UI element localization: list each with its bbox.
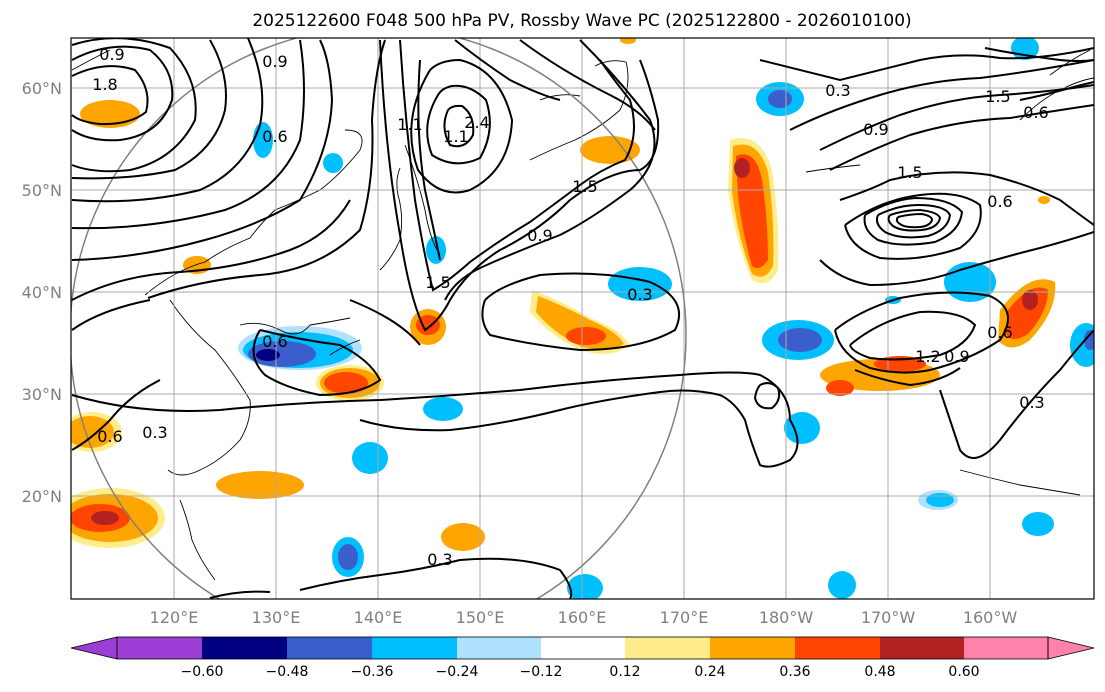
- contour-label: 0.9: [944, 347, 969, 366]
- colorbar-tick: −0.48: [266, 664, 309, 680]
- lon-label: 160°W: [963, 608, 1018, 627]
- range-circle: [71, 38, 687, 599]
- contour-label: 0.9: [262, 52, 287, 71]
- negative-anomaly-blob: [918, 490, 958, 510]
- contour-label: 0.9: [863, 120, 888, 139]
- contour-label: 1.5: [425, 273, 450, 292]
- contour-label: 1.2: [915, 347, 940, 366]
- negative-anomaly-blob: [1022, 512, 1054, 536]
- colorbar-tick: −0.60: [181, 664, 224, 680]
- negative-anomaly-blob: [828, 571, 856, 599]
- contour-label: 0.3: [142, 423, 167, 442]
- positive-anomaly-blob: [216, 471, 304, 499]
- lat-label: 30°N: [22, 385, 62, 404]
- colorbar-tick: 0.12: [609, 664, 640, 680]
- positive-anomaly-blob: [998, 279, 1056, 348]
- contour-label: 0.3: [627, 285, 652, 304]
- negative-anomaly-blob: [762, 320, 834, 360]
- negative-anomaly-blob: [352, 442, 388, 474]
- contour-label: 0.3: [1019, 393, 1044, 412]
- colorbar-max-extend: [1047, 636, 1095, 660]
- colorbar-swatch: [541, 637, 625, 659]
- negative-anomaly-blob: [784, 412, 820, 444]
- colorbar-tick: 0.24: [694, 664, 725, 680]
- lon-label: 120°E: [150, 608, 199, 627]
- contour-label: 0.6: [97, 427, 122, 446]
- contour-label: 0.3: [825, 81, 850, 100]
- contour-label: 0.6: [1023, 103, 1048, 122]
- lat-label: 40°N: [22, 283, 62, 302]
- negative-anomaly-blob: [567, 574, 603, 599]
- latitude-labels: 60°N 50°N 40°N 30°N 20°N: [22, 79, 62, 506]
- contour-label: 0.6: [987, 192, 1012, 211]
- pv-anomaly-fills: [71, 38, 1094, 599]
- lon-label: 150°E: [456, 608, 505, 627]
- map-title: 2025122600 F048 500 hPa PV, Rossby Wave …: [252, 11, 911, 31]
- lon-label: 170°E: [660, 608, 709, 627]
- negative-anomaly-blob: [323, 153, 343, 173]
- lon-label: 140°E: [354, 608, 403, 627]
- colorbar-swatch: [457, 637, 541, 659]
- positive-anomaly-blob: [1038, 196, 1050, 204]
- contour-label: 0.3: [427, 550, 452, 569]
- colorbar-tick: 0.60: [948, 664, 979, 680]
- positive-anomaly-blob: [820, 356, 940, 396]
- colorbar-tick: −0.12: [520, 664, 563, 680]
- lon-label: 170°W: [861, 608, 916, 627]
- colorbar-tick: −0.24: [436, 664, 479, 680]
- colorbar-swatch: [710, 637, 795, 659]
- colorbar-tick: 0.36: [779, 664, 810, 680]
- lat-label: 60°N: [22, 79, 62, 98]
- colorbar-swatch: [964, 637, 1048, 659]
- contour-label: 1.1: [443, 127, 468, 146]
- negative-anomaly-blob: [426, 236, 446, 264]
- negative-anomaly-blob: [238, 326, 362, 370]
- positive-anomaly-blob: [580, 136, 640, 164]
- pv-contours: [71, 38, 1094, 599]
- negative-anomaly-blob: [332, 537, 364, 577]
- map-area: 0.9 1.8 0.6 0.9 1.1 2.4 1.1 1.5 0.9 1.5 …: [71, 38, 1094, 599]
- contour-label: 0.9: [99, 45, 124, 64]
- colorbar-swatch: [287, 637, 372, 659]
- negative-anomaly-blob: [756, 82, 804, 116]
- contour-label: 1.8: [92, 75, 117, 94]
- lat-label: 20°N: [22, 487, 62, 506]
- colorbar-tick: −0.36: [351, 664, 394, 680]
- contour-label: 0.6: [987, 323, 1012, 342]
- colorbar: −0.60 −0.48 −0.36 −0.24 −0.12 0.12 0.24 …: [70, 636, 1095, 680]
- colorbar-swatch: [117, 637, 202, 659]
- colorbar-min-extend: [70, 636, 118, 660]
- colorbar-tick: 0.48: [864, 664, 895, 680]
- colorbar-swatch: [372, 637, 457, 659]
- positive-anomaly-blob: [316, 365, 384, 401]
- colorbar-swatch: [880, 637, 964, 659]
- colorbar-swatch: [795, 637, 880, 659]
- contour-label: 1.5: [985, 87, 1010, 106]
- contour-label: 0.6: [262, 127, 287, 146]
- negative-anomaly-blob: [423, 397, 463, 421]
- contour-label: 2.4: [464, 113, 489, 132]
- map-frame: [70, 37, 1095, 600]
- lon-label: 160°E: [558, 608, 607, 627]
- lon-label: 130°E: [252, 608, 301, 627]
- contour-label: 0.6: [262, 332, 287, 351]
- contour-label: 1.1: [397, 115, 422, 134]
- contour-label: 0.9: [527, 226, 552, 245]
- negative-anomaly-blob: [1070, 323, 1094, 367]
- contour-label: 1.5: [572, 177, 597, 196]
- positive-anomaly-blob: [530, 290, 630, 354]
- contour-labels: 0.9 1.8 0.6 0.9 1.1 2.4 1.1 1.5 0.9 1.5 …: [92, 45, 1048, 569]
- positive-anomaly-blob: [728, 138, 779, 284]
- positive-anomaly-blob: [620, 38, 636, 44]
- contour-label: 1.5: [897, 163, 922, 182]
- colorbar-swatch: [625, 637, 710, 659]
- longitude-labels: 120°E 130°E 140°E 150°E 160°E 170°E 180°…: [150, 608, 1018, 627]
- gridlines: [71, 38, 1094, 599]
- lat-label: 50°N: [22, 181, 62, 200]
- lon-label: 180°W: [759, 608, 814, 627]
- positive-anomaly-blob: [441, 523, 485, 551]
- colorbar-swatch: [202, 637, 287, 659]
